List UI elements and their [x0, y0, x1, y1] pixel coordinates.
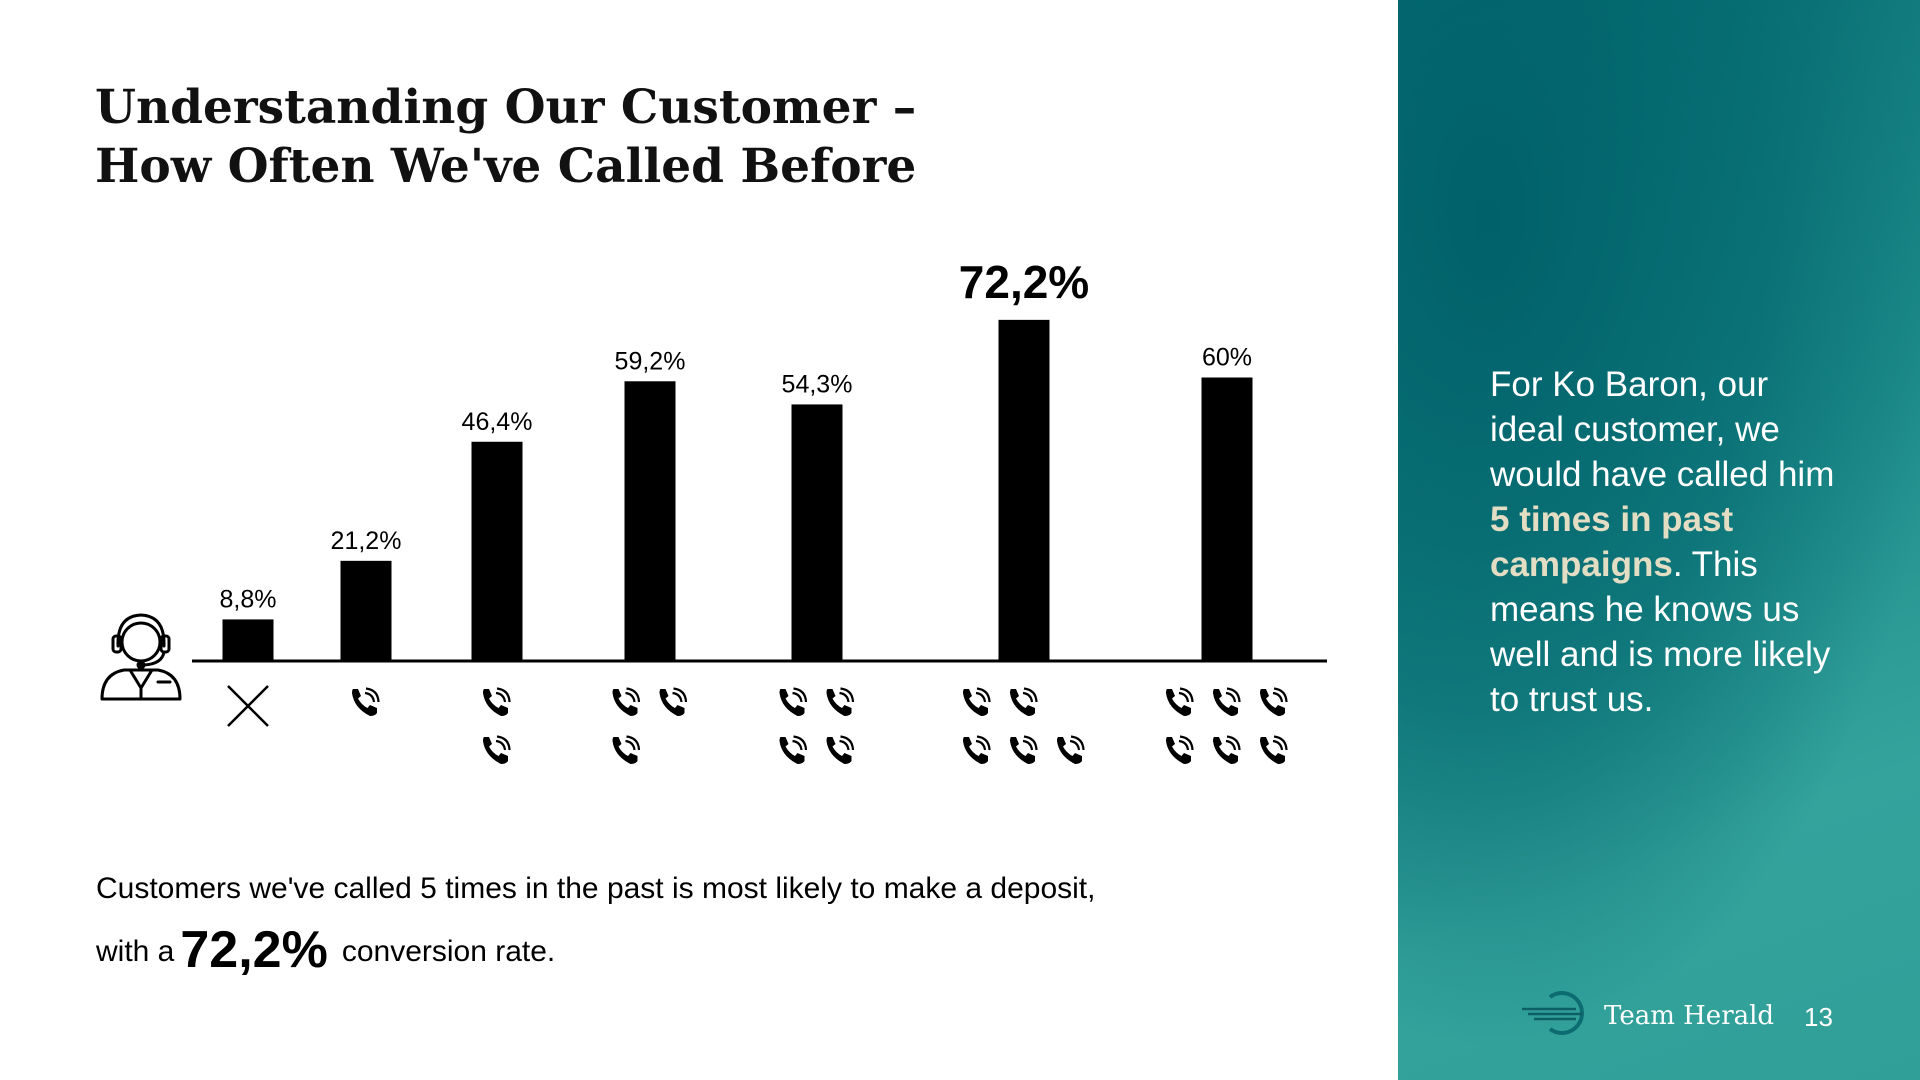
footer-brand: Team Herald	[1604, 1001, 1775, 1031]
bar-2	[471, 441, 523, 661]
phone-icon	[1211, 735, 1241, 766]
bar-chart: 8,8% 21,2% 46,4% 59,2% 54,3% 72,2% 60%	[100, 256, 1327, 766]
phone-icon	[961, 735, 991, 766]
bar-3	[624, 381, 676, 661]
phone-icon	[1164, 687, 1194, 718]
phone-icon	[350, 687, 380, 718]
page-number: 13	[1804, 1002, 1833, 1032]
caption-prefix: with a	[96, 935, 175, 968]
phone-icon	[611, 735, 641, 766]
data-label-2: 46,4%	[462, 408, 533, 436]
phone-icon	[1055, 735, 1085, 766]
phone-icon	[1008, 687, 1038, 718]
sidebar-panel: For Ko Baron, our ideal customer, we wou…	[1398, 0, 1920, 1080]
bar-1	[340, 560, 392, 661]
caption-highlight-value: 72,2%	[180, 921, 328, 979]
data-label-0: 8,8%	[220, 585, 277, 613]
phone-icon	[1164, 735, 1194, 766]
sidebar-text-part-2: . This means he knows us well and is mor…	[1490, 545, 1831, 719]
title-line-1: Understanding Our Customer –	[95, 80, 917, 135]
caption-suffix: conversion rate.	[341, 935, 556, 968]
bar-5	[998, 319, 1050, 661]
data-label-1: 21,2%	[331, 527, 402, 555]
no-calls-x-icon	[227, 685, 269, 727]
phone-icon	[825, 687, 855, 718]
phone-icon	[658, 687, 688, 718]
data-label-6: 60%	[1202, 344, 1252, 372]
sidebar-highlight: 5 times in past campaigns	[1490, 500, 1734, 584]
bar-4	[791, 404, 843, 661]
title-line-2: How Often We've Called Before	[95, 139, 917, 194]
bar-0	[222, 619, 274, 661]
phone-icon	[1008, 735, 1038, 766]
sidebar-text-part-1: For Ko Baron, our ideal customer, we wou…	[1490, 365, 1835, 494]
bar-6	[1201, 377, 1253, 661]
data-label-4: 54,3%	[782, 370, 853, 398]
phone-icon	[825, 735, 855, 766]
headset-agent-icon	[100, 613, 182, 701]
phone-icon	[1211, 687, 1241, 718]
phone-icon	[1258, 687, 1288, 718]
phone-icon	[481, 735, 511, 766]
team-herald-logo-icon	[1522, 991, 1584, 1035]
phone-icon	[961, 687, 991, 718]
phone-icon	[778, 735, 808, 766]
phone-icon	[611, 687, 641, 718]
phone-icon	[481, 687, 511, 718]
data-label-5: 72,2%	[959, 256, 1089, 308]
page-title: Understanding Our Customer – How Often W…	[95, 78, 1295, 196]
phone-icon	[778, 687, 808, 718]
caption-line-2: with a 72,2% conversion rate.	[96, 920, 555, 980]
phone-icon	[1258, 735, 1288, 766]
caption-line-1: Customers we've called 5 times in the pa…	[96, 872, 1096, 905]
sidebar-text: For Ko Baron, our ideal customer, we wou…	[1490, 362, 1850, 722]
data-label-3: 59,2%	[615, 347, 686, 375]
